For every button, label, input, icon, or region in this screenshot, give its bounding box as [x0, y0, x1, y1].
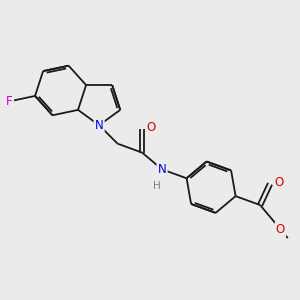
Text: N: N	[158, 163, 167, 176]
Text: H: H	[153, 181, 161, 191]
Text: N: N	[95, 119, 103, 132]
Text: O: O	[276, 223, 285, 236]
Text: O: O	[147, 121, 156, 134]
Text: O: O	[274, 176, 284, 189]
Text: F: F	[6, 95, 13, 108]
